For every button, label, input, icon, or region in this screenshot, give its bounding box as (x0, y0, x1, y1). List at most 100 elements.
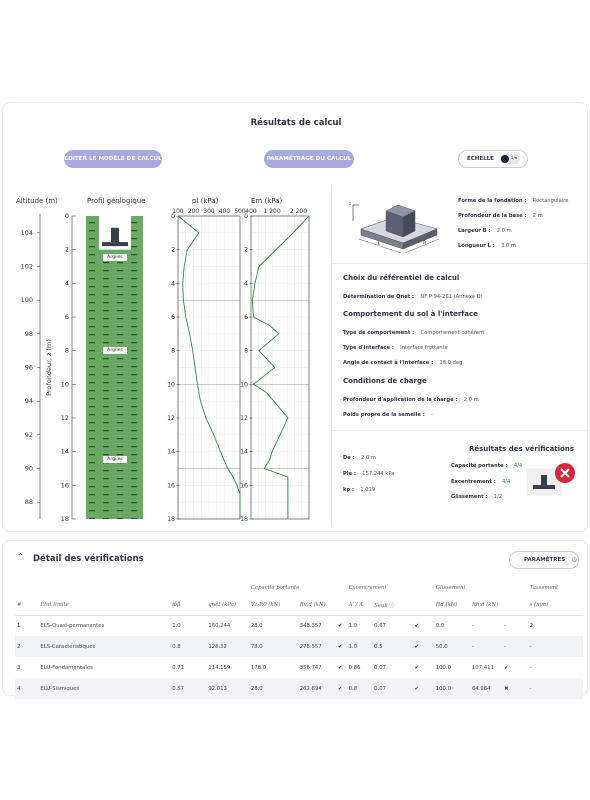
cell-idb: 0.71 (172, 664, 184, 671)
cell-number: 2 (15, 636, 39, 657)
cell-aa: 0.8 (346, 678, 373, 699)
eccentric-row: Excentrement : 4/4 (451, 477, 510, 485)
altitude-tick-label: 90 (25, 465, 33, 473)
col-state: État limite (38, 595, 171, 616)
cell-hd: 50.0 (433, 636, 470, 657)
foundation-length-value: 3.0 m (500, 243, 516, 249)
cell-idb: 1.0 (172, 622, 181, 629)
foundation-depth-value: 2 m (532, 213, 543, 219)
em-y-tick-label: 4 (244, 280, 248, 287)
cell-vz: 178.0 (250, 664, 267, 671)
pl-x-tick-label: 500 (234, 208, 246, 215)
interface-type-value: Interface frottante (400, 345, 448, 351)
altitude-tick-label: 92 (25, 431, 33, 439)
collapse-chevron-icon[interactable]: ⌃ (17, 552, 24, 561)
interface-heading: Comportement du sol à l'interface (343, 310, 478, 318)
em-y-tick-label: 10 (240, 381, 248, 388)
em-series-line (251, 215, 310, 519)
cell-rvd: 278.557 (297, 636, 337, 657)
calc-settings-button[interactable]: PARAMÉTRAGE DU CALCUL (264, 150, 354, 168)
col-rhd: Rh;d (kN) (469, 595, 503, 616)
foundation-depth-label: Profondeur de la base : (458, 213, 527, 219)
axis-b-label: B (423, 241, 427, 246)
bearing-value: 4/4 (513, 463, 523, 469)
altitude-tick-label: 88 (25, 498, 33, 506)
axis-z-label: z (349, 202, 352, 207)
scale-toggle[interactable]: 1/n (499, 154, 520, 164)
scale-control[interactable]: ÉCHELLE 1/n (458, 150, 528, 168)
detail-title: Détail des vérifications (33, 554, 144, 564)
col-aa: A' / A (346, 595, 373, 616)
depth-tick-label: 2 (65, 246, 69, 254)
depth-tick-label: 0 (65, 212, 69, 220)
results-title: Résultats de calcul (250, 118, 342, 128)
foundation-column (111, 227, 119, 243)
depth-tick-label: 4 (65, 279, 69, 287)
foundation-3d-icon (352, 204, 440, 254)
cell-vz: 28.0 (248, 678, 298, 699)
em-x-tick-label: 2 200 (290, 208, 307, 215)
depth-tick-label: 10 (61, 380, 69, 388)
pl-y-tick-label: 16 (167, 482, 175, 489)
scale-label: ÉCHELLE (467, 156, 494, 162)
cell-idb: 0.57 (170, 678, 207, 699)
depth-tick-label: 16 (61, 481, 69, 489)
cell-vz: 28.0 (250, 622, 263, 629)
sliding-value: 1/2 (493, 494, 503, 500)
cell-slide-status: - (504, 622, 507, 629)
info-icon[interactable]: ⓘ (389, 602, 395, 609)
foundation-width-label: Largeur B : (458, 228, 491, 234)
load-depth-value: 2.0 m (463, 397, 479, 403)
em-y-tick-label: 6 (244, 314, 248, 321)
behaviour-value: Comportement cohérent (420, 330, 485, 336)
divider (331, 430, 587, 431)
self-weight-row: Poids propre de la semelle : - (343, 410, 433, 418)
behaviour-label: Type de comportement : (343, 330, 415, 336)
check-icon: ✔ (336, 678, 347, 699)
altitude-header: Altitude (m) (16, 197, 58, 205)
pl-x-tick-label: 300 (203, 208, 215, 215)
interface-type-label: Type d'interface : (343, 345, 394, 351)
ple-label: Ple : (343, 471, 356, 477)
foundation-length-label: Longueur L : (458, 243, 495, 249)
cell-vz: 78.0 (248, 636, 298, 657)
edit-model-button[interactable]: ÉDITER LE MODÈLE DE CALCUL (64, 150, 162, 168)
verifications-heading: Résultats des vérifications (469, 445, 574, 453)
gear-icon: ⚙ (571, 556, 578, 564)
kp-label: kp : (343, 487, 355, 493)
behaviour-row: Type de comportement : Comportement cohé… (343, 328, 484, 336)
col-rvd: Rv;d (kN) (297, 595, 337, 616)
angle-label: Angle de contact à l'interface : (343, 360, 434, 366)
foundation-length-row: Longueur L : 3.0 m (458, 241, 516, 249)
pl-y-tick-label: 4 (171, 280, 175, 287)
cell-hd: 0.0 (435, 622, 445, 629)
qnet-label: Détermination de Qnet : (343, 294, 415, 300)
altitude-tick-label: 100 (21, 296, 33, 304)
cell-seuil: 0.5 (372, 636, 413, 657)
em-y-tick-label: 12 (240, 415, 248, 422)
table-row: 1 ELS-Quasi-permanentes 1.0 160.244 28.0 348.… (15, 615, 583, 636)
pl-header: pl (kPa) (192, 197, 219, 205)
foundation-width-row: Largeur B : 2.0 m (458, 226, 512, 234)
qnet-row: Détermination de Qnet : NF P 94-261 (Ann… (343, 292, 483, 300)
check-icon: ✔ (336, 636, 347, 657)
bearing-label: Capacité portante : (451, 463, 508, 469)
cell-rhd: - (469, 636, 503, 657)
cell-state: ELU-Fondamentales (40, 664, 93, 671)
sliding-row: Glissement : 1/2 (451, 492, 502, 500)
col-hd: Hd (kN) (433, 595, 470, 616)
cell-rhd: - (471, 622, 474, 629)
em-y-tick-label: 8 (244, 348, 248, 355)
parameters-button[interactable]: PARAMÈTRES ⚙ (509, 551, 579, 569)
reference-heading: Choix du référentiel de calcul (343, 274, 460, 282)
cell-s: - (527, 678, 583, 699)
soil-label: Argiles (103, 346, 127, 354)
cell-slide-status: - (502, 636, 528, 657)
sliding-label: Glissement : (451, 494, 488, 500)
foundation-width-value: 2.0 m (496, 228, 512, 234)
eccentric-group-header: Excentrement (348, 585, 387, 591)
cross-icon: ✖ (502, 678, 528, 699)
cell-state: ELS-Quasi-permanentes (40, 622, 105, 629)
pl-series-line (177, 215, 241, 519)
cell-rvd: 262.894 (297, 678, 337, 699)
